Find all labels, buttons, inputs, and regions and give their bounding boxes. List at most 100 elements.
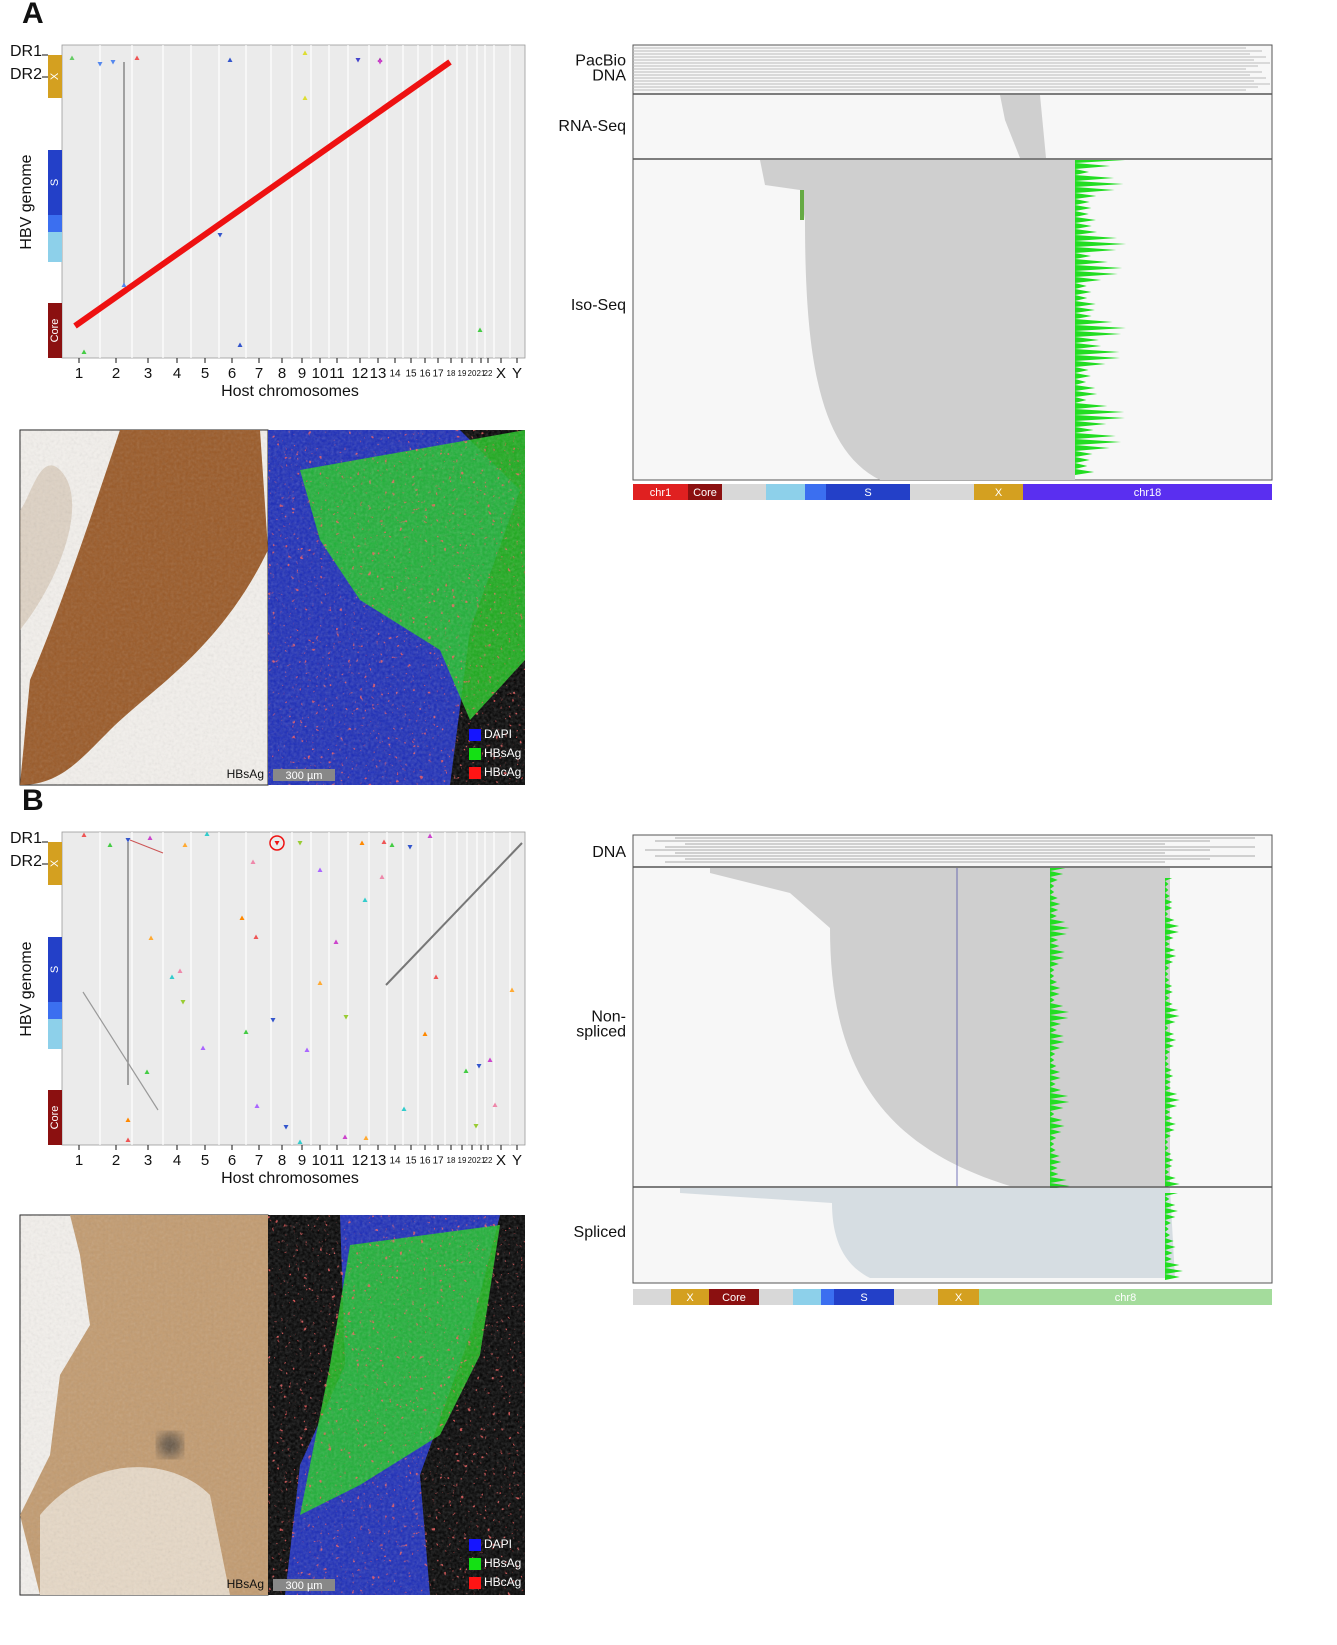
junction-marker [125, 838, 131, 843]
genome-segment [766, 484, 805, 500]
x-tick-label: 6 [228, 1152, 236, 1169]
gene-segment [48, 150, 62, 215]
track-label: DNA [592, 68, 626, 85]
junction-marker [97, 62, 103, 67]
x-tick-label: 11 [329, 1152, 345, 1169]
genome-segment [894, 1289, 938, 1305]
junction-marker [283, 1125, 289, 1130]
x-tick-label: 20 [468, 1156, 477, 1165]
y-label: DR2 [10, 66, 42, 83]
junction-marker [407, 845, 413, 850]
junction-marker [297, 1139, 303, 1144]
legend-swatch [469, 767, 481, 779]
x-tick-label: 2 [112, 365, 120, 382]
legend-label: HBsAg [484, 1556, 521, 1570]
integration-line [73, 59, 452, 329]
genome-segment [974, 484, 1023, 500]
genome-label: chr18 [1134, 487, 1162, 499]
junction-marker [297, 841, 303, 846]
read-pile [680, 1188, 1175, 1278]
genome-segment [910, 484, 974, 500]
genome-segment [688, 484, 722, 500]
track-label: Non- [591, 1009, 626, 1026]
x-tick-label: 9 [298, 1152, 306, 1169]
junction-marker [487, 1057, 493, 1062]
junction-marker [182, 842, 188, 847]
junction-line [129, 839, 164, 854]
junction-marker [217, 233, 223, 238]
texture [20, 430, 268, 785]
x-tick-label: 6 [228, 365, 236, 382]
x-tick-label: X [496, 365, 506, 382]
x-tick-label: 22 [484, 369, 493, 378]
x-tick-label: 3 [144, 365, 152, 382]
gene-segment [48, 842, 62, 885]
genome-segment [709, 1289, 759, 1305]
x-tick-label: 1 [75, 365, 83, 382]
x-tick-label: 13 [370, 1152, 387, 1169]
x-tick-label: 14 [389, 1156, 401, 1167]
gene-label: X [49, 859, 61, 867]
junction-marker [239, 915, 245, 920]
x-tick-label: 21 [477, 369, 486, 378]
track-label: spliced [576, 1024, 626, 1041]
x-tick-label: 18 [447, 1156, 456, 1165]
junction-marker [476, 1064, 482, 1069]
x-tick-label: 4 [173, 1152, 181, 1169]
gene-label: Core [49, 319, 61, 343]
junction-marker [302, 50, 308, 55]
junction-marker [107, 842, 113, 847]
junction-marker [342, 1134, 348, 1139]
panel-label: B [22, 784, 44, 817]
y-label: DR2 [10, 853, 42, 870]
junction-marker [254, 1103, 260, 1108]
legend-swatch [469, 729, 481, 741]
stain-label: HBsAg [227, 767, 264, 781]
x-tick-label: 17 [432, 1156, 444, 1167]
x-tick-label: 13 [370, 365, 387, 382]
x-tick-label: 21 [477, 1156, 486, 1165]
gene-segment [48, 303, 62, 358]
genome-label: X [686, 1292, 694, 1304]
junction-marker [200, 1045, 206, 1050]
junction-marker [110, 60, 116, 65]
x-tick-label: Y [512, 365, 522, 382]
x-tick-label: 8 [278, 365, 286, 382]
junction-marker [463, 1068, 469, 1073]
x-tick-label: 12 [352, 1152, 369, 1169]
junction-marker [401, 1106, 407, 1111]
genome-label: X [955, 1292, 963, 1304]
gene-segment [48, 55, 62, 98]
gene-segment [48, 1090, 62, 1145]
x-tick-label: 12 [352, 365, 369, 382]
junction-marker [180, 1000, 186, 1005]
genome-segment [805, 484, 826, 500]
legend-label: HBcAg [484, 1575, 521, 1589]
gene-segment [48, 232, 62, 262]
gene-segment [48, 1019, 62, 1049]
read-edge [800, 190, 804, 220]
junction-marker [317, 980, 323, 985]
y-axis-title: HBV genome [18, 154, 35, 249]
gene-label: X [49, 72, 61, 80]
junction-marker [422, 1031, 428, 1036]
x-axis-title: Host chromosomes [221, 383, 359, 400]
gene-label: Core [49, 1106, 61, 1130]
junction-marker [81, 349, 87, 354]
texture [268, 430, 525, 785]
x-tick-label: 14 [389, 369, 401, 380]
read-pile [1000, 95, 1046, 158]
legend-swatch [469, 748, 481, 760]
junction-marker [253, 934, 259, 939]
genome-segment [834, 1289, 894, 1305]
gene-segment [48, 937, 62, 1002]
gene-label: S [49, 966, 61, 973]
junction-marker [227, 57, 233, 62]
x-tick-label: 17 [432, 369, 444, 380]
legend-swatch [469, 1558, 481, 1570]
junction-line [82, 991, 159, 1111]
spliced-reads [1050, 868, 1070, 1189]
gene-segment [48, 215, 62, 232]
x-tick-label: 18 [447, 369, 456, 378]
legend-label: HBsAg [484, 746, 521, 760]
